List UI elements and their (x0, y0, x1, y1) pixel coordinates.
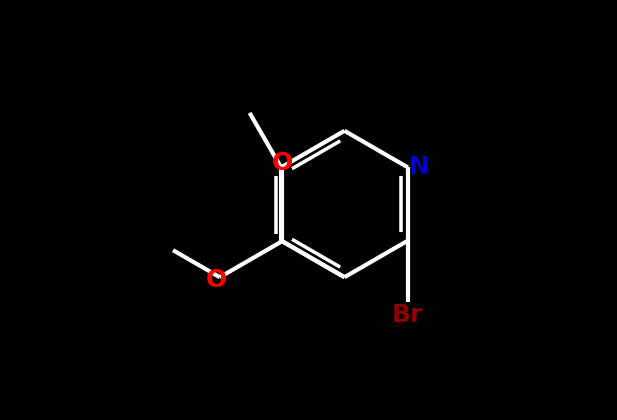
Text: Br: Br (392, 303, 424, 327)
Text: O: O (206, 268, 228, 292)
Text: O: O (271, 151, 293, 175)
Text: N: N (408, 155, 429, 179)
